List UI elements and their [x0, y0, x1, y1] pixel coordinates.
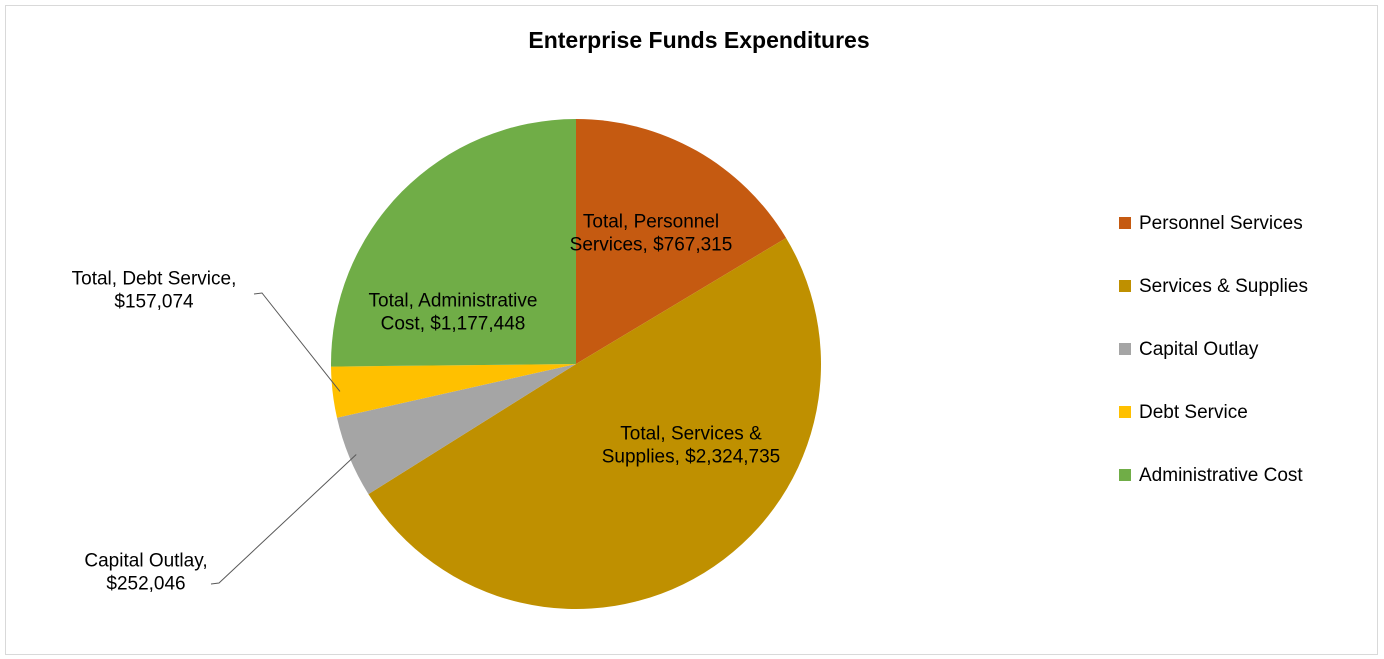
legend-label-personnel-services: Personnel Services [1139, 213, 1303, 234]
data-label-line: Capital Outlay, [84, 551, 207, 572]
legend-label-administrative-cost: Administrative Cost [1139, 465, 1303, 486]
legend-label-services-supplies: Services & Supplies [1139, 276, 1308, 297]
pie-slices [331, 119, 821, 609]
legend-label-capital-outlay: Capital Outlay [1139, 339, 1259, 360]
data-label-line: Total, Debt Service, [72, 269, 237, 290]
data-label-line: Total, Services & [620, 424, 762, 445]
data-label-line: $252,046 [106, 574, 185, 595]
pie-chart: Enterprise Funds Expenditures Total, Per… [6, 6, 1379, 656]
data-label-line: Total, Administrative [369, 291, 538, 312]
data-label-line: Supplies, $2,324,735 [602, 447, 781, 468]
chart-title: Enterprise Funds Expenditures [528, 27, 869, 53]
leader-line-capital-outlay [211, 454, 356, 584]
data-label-capital-outlay: Capital Outlay, $252,046 [84, 551, 207, 595]
legend-swatch-capital-outlay [1119, 343, 1131, 355]
legend-swatch-debt-service [1119, 406, 1131, 418]
data-label-line: Services, $767,315 [570, 235, 733, 256]
data-label-line: Cost, $1,177,448 [381, 314, 526, 335]
legend-swatch-services-supplies [1119, 280, 1131, 292]
legend-swatch-personnel-services [1119, 217, 1131, 229]
legend: Personnel Services Services & Supplies Cap… [1119, 213, 1308, 486]
data-label-line: $157,074 [114, 292, 194, 313]
data-label-debt-service: Total, Debt Service, $157,074 [72, 269, 237, 313]
legend-label-debt-service: Debt Service [1139, 402, 1248, 423]
legend-swatch-administrative-cost [1119, 469, 1131, 481]
data-label-line: Total, Personnel [583, 212, 719, 233]
chart-area: Enterprise Funds Expenditures Total, Per… [5, 5, 1378, 655]
leader-line-debt-service [254, 293, 340, 391]
